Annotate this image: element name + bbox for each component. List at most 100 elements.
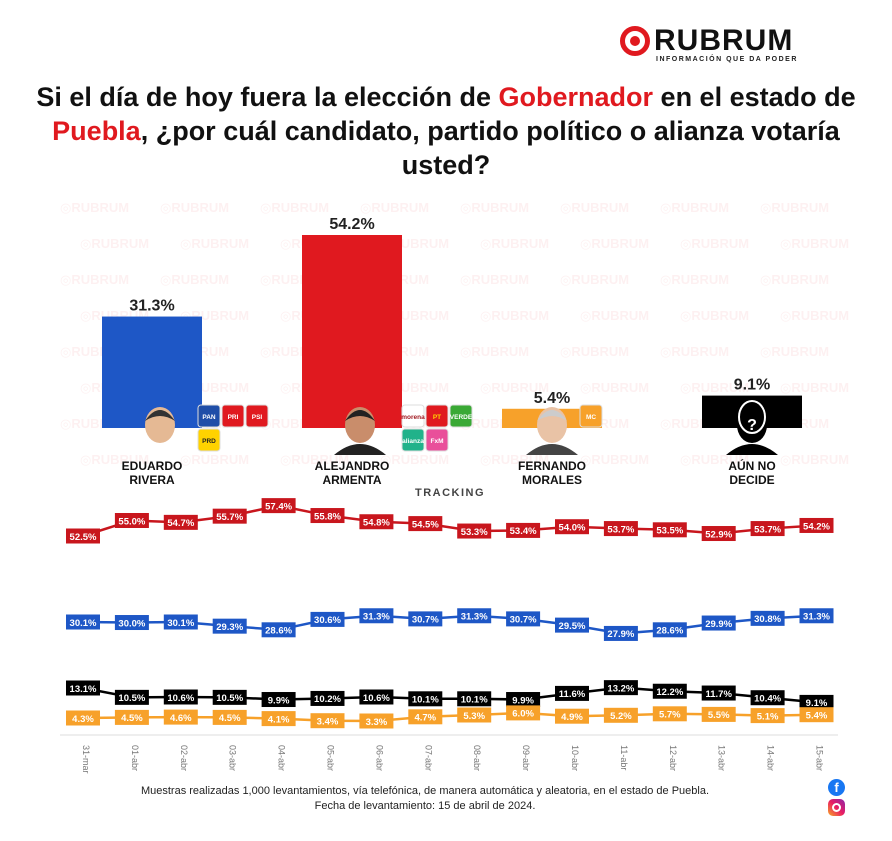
party-logo-icon [449,404,473,428]
logo-tagline: INFORMACIÓN QUE DA PODER [656,56,798,63]
watermark-text: ◎RUBRUM [260,200,329,215]
data-point [652,522,687,538]
candidate-name: ALEJANDRO [315,459,390,473]
candidate-name: AÚN NO [728,458,775,473]
data-label: 9.9% [512,695,534,706]
watermark-text: ◎RUBRUM [780,236,849,251]
data-point [408,516,443,532]
data-label: 30.0% [118,618,145,629]
data-point [750,690,785,706]
facebook-icon[interactable]: f [828,779,845,796]
party-logo-text: FxM [431,438,444,445]
x-tick-label: 04-abr [277,745,287,771]
data-label: 55.8% [314,511,341,522]
party-logo-text: PT [433,414,441,421]
x-tick-label: 01-abr [130,745,140,771]
data-label: 9.9% [268,695,290,706]
data-point [799,707,834,723]
instagram-icon[interactable] [828,799,845,816]
data-label: 11.7% [705,689,732,700]
x-tick-label: 14-abr [766,745,776,771]
data-point [506,705,541,721]
data-label: 3.3% [366,717,388,728]
data-label: 4.7% [414,713,436,724]
data-label: 57.4% [265,501,292,512]
logo-mark-icon [620,26,650,56]
watermark-text: ◎RUBRUM [460,200,529,215]
data-label: 52.9% [705,529,732,540]
series-line-4 [82,711,817,723]
x-tick-label: 15-abr [815,745,825,771]
undecided-silhouette-icon: ? [726,407,778,455]
data-label: 54.7% [167,518,194,529]
party-logo-icon [425,428,449,452]
party-logo-text: morena [401,414,425,421]
watermark-text: ◎RUBRUM [780,380,849,395]
x-tick-label: 11-abr [619,745,629,770]
data-point [261,711,296,727]
rivera-photo-icon [134,407,186,455]
party-logo-text: PRI [228,414,239,421]
data-point [603,707,638,723]
watermark-text: ◎RUBRUM [480,308,549,323]
data-point [212,709,247,725]
data-point [310,611,345,627]
data-point [750,708,785,724]
data-point [603,680,638,696]
party-logo-icon [401,404,425,428]
data-label: 27.9% [607,629,634,640]
data-point [310,508,345,524]
data-label: 55.0% [118,516,145,527]
data-point [114,689,149,705]
watermark-text: ◎RUBRUM [360,200,429,215]
data-label: 5.2% [610,711,632,722]
party-logo-icon [245,404,269,428]
party-logo-text: PAN [202,414,216,421]
data-label: 4.5% [219,713,241,724]
data-point [163,514,198,530]
data-label: 54.0% [559,523,586,534]
watermark-text: ◎RUBRUM [480,380,549,395]
data-point [457,608,492,624]
watermark-text: ◎RUBRUM [560,344,629,359]
data-label: 10.2% [314,694,341,705]
bar-2 [302,235,402,428]
watermark-text: ◎RUBRUM [580,380,649,395]
data-label: 5.3% [463,711,485,722]
data-point [457,691,492,707]
data-point [310,713,345,729]
title-part-2: en el estado de [653,82,856,112]
watermark-text: ◎RUBRUM [280,452,349,467]
party-logo-text: MC [586,414,596,421]
watermark-text: ◎RUBRUM [580,308,649,323]
data-point [701,706,736,722]
data-label: 54.5% [412,519,439,530]
data-point [555,519,589,535]
x-tick-label: 06-abr [374,745,384,771]
party-logo-text: PSI [252,414,263,421]
data-label: 4.6% [170,713,192,724]
watermark-text: ◎RUBRUM [780,452,849,467]
x-tick-label: 10-abr [570,745,580,771]
data-point [408,709,443,725]
data-label: 52.5% [70,532,97,543]
data-label: 29.9% [705,619,732,630]
data-point [66,614,100,630]
watermark-text: ◎RUBRUM [760,200,829,215]
data-label: 10.6% [167,693,194,704]
data-point [66,710,100,726]
watermark-text: ◎RUBRUM [760,344,829,359]
data-label: 28.6% [265,626,292,637]
data-label: 53.7% [607,524,634,535]
data-label: 31.3% [461,612,488,623]
data-label: 12.2% [656,687,683,698]
data-label: 4.5% [121,713,143,724]
title-part-1: Si el día de hoy fuera la elección de [36,82,499,112]
data-point [212,689,247,705]
data-point [652,706,687,722]
survey-date-line: Fecha de levantamiento: 15 de abril de 2… [314,800,536,812]
party-logo-icon [221,404,245,428]
watermark-text: ◎RUBRUM [180,236,249,251]
data-label: 31.3% [363,612,390,623]
